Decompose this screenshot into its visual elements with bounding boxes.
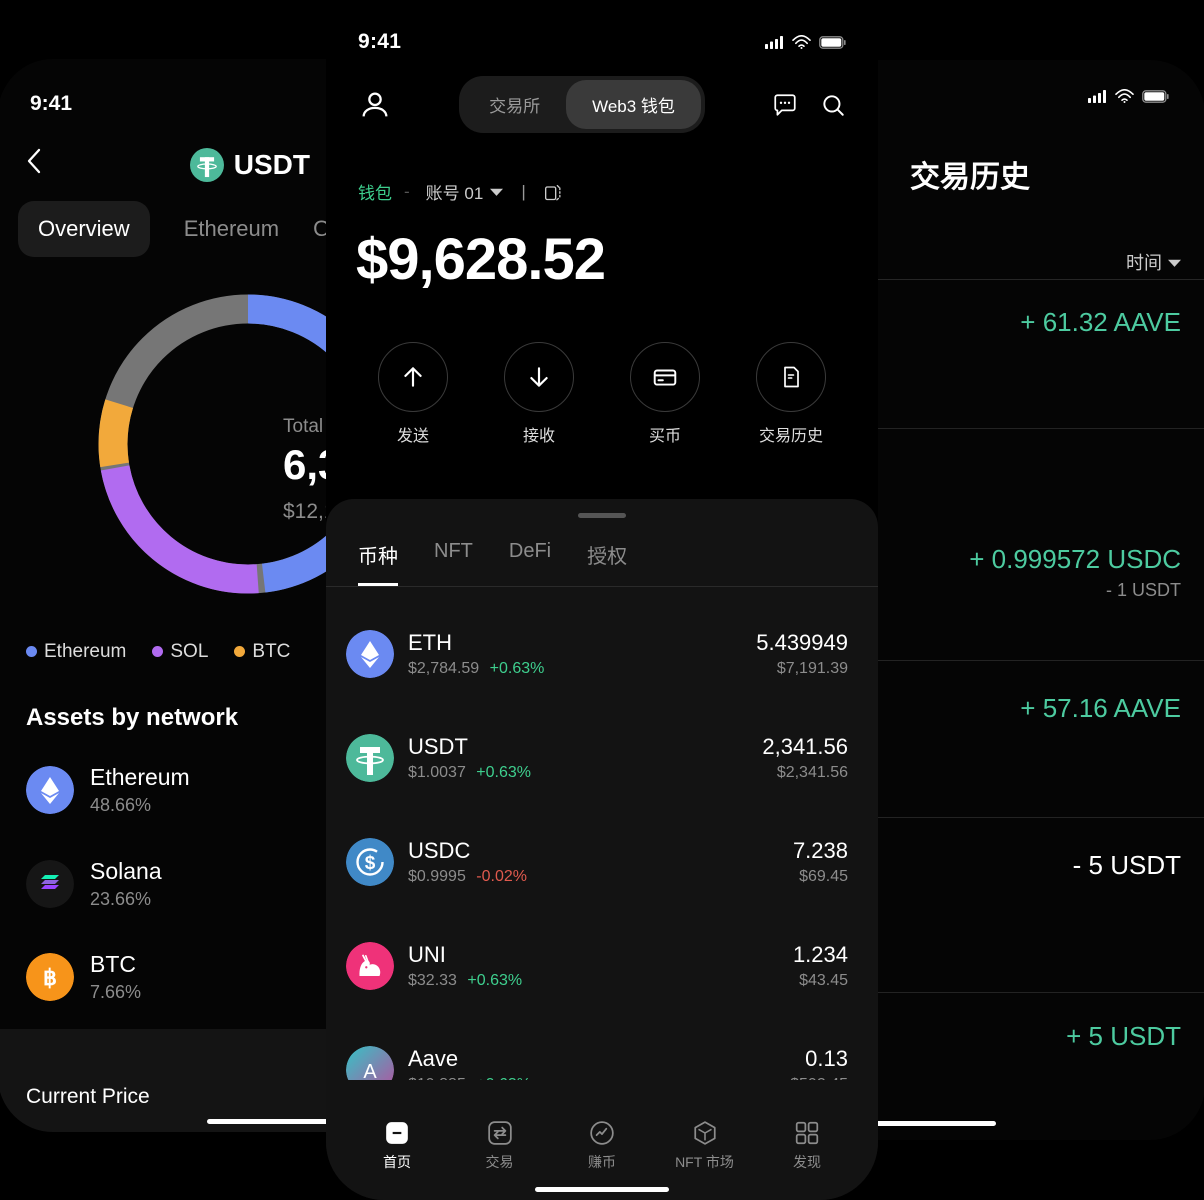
svg-text:฿: ฿	[43, 965, 57, 990]
svg-text:$: $	[365, 853, 376, 874]
